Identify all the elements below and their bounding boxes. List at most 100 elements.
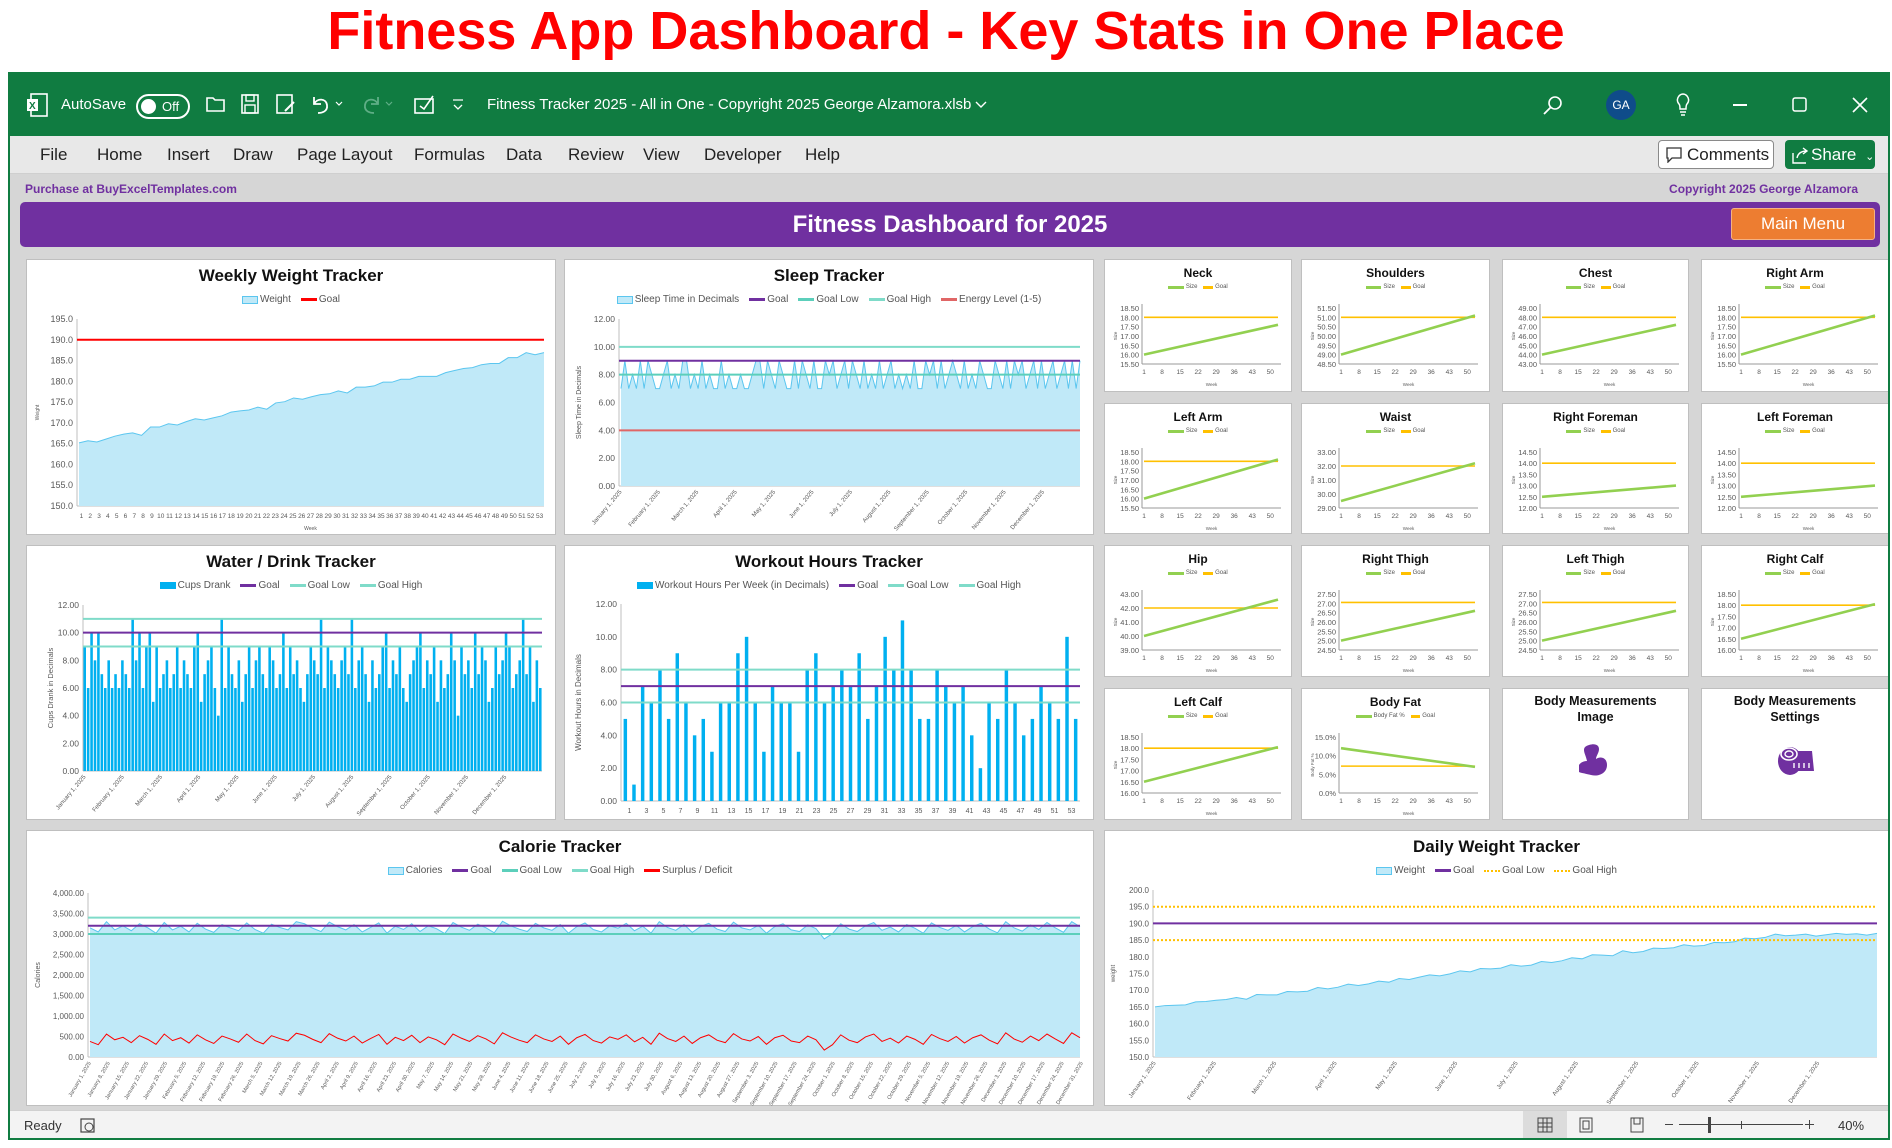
bar[interactable] — [701, 718, 706, 801]
bar[interactable] — [86, 688, 90, 771]
page-layout-icon[interactable] — [1578, 1117, 1594, 1133]
bar[interactable] — [504, 632, 508, 771]
bar[interactable] — [484, 660, 487, 771]
bar[interactable] — [446, 674, 450, 771]
bar[interactable] — [1030, 718, 1035, 801]
bar[interactable] — [944, 686, 948, 801]
bar[interactable] — [244, 674, 247, 771]
bar[interactable] — [285, 688, 289, 771]
bar[interactable] — [1021, 735, 1026, 801]
open-folder-icon[interactable] — [206, 95, 226, 113]
bar[interactable] — [408, 674, 412, 771]
bar[interactable] — [326, 646, 330, 772]
bar[interactable] — [145, 646, 148, 772]
bar[interactable] — [312, 660, 316, 771]
bar[interactable] — [254, 660, 258, 771]
close-icon[interactable] — [1852, 97, 1868, 113]
bar[interactable] — [473, 632, 477, 771]
bar[interactable] — [822, 702, 827, 802]
normal-view-button[interactable] — [1523, 1111, 1567, 1138]
bar[interactable] — [268, 646, 271, 772]
bar[interactable] — [918, 718, 922, 801]
bar[interactable] — [117, 688, 121, 771]
share-button[interactable]: Share ⌄ — [1785, 140, 1875, 169]
bar[interactable] — [83, 646, 86, 772]
bar[interactable] — [456, 715, 460, 771]
bar[interactable] — [237, 660, 241, 771]
bar[interactable] — [848, 686, 853, 801]
bar[interactable] — [892, 669, 896, 801]
bar[interactable] — [727, 702, 731, 802]
bar[interactable] — [623, 718, 628, 801]
bar[interactable] — [1073, 718, 1078, 801]
bar[interactable] — [172, 674, 176, 771]
bar[interactable] — [302, 701, 306, 771]
bar[interactable] — [961, 686, 965, 801]
bar[interactable] — [384, 632, 388, 771]
bar[interactable] — [978, 768, 983, 801]
bar[interactable] — [736, 653, 740, 801]
bar[interactable] — [1056, 718, 1061, 801]
bar[interactable] — [439, 660, 443, 771]
bar[interactable] — [93, 660, 97, 771]
bar[interactable] — [796, 751, 801, 801]
bar[interactable] — [388, 688, 391, 771]
bar[interactable] — [491, 688, 494, 771]
bar[interactable] — [470, 688, 474, 771]
share-chevron-icon[interactable]: ⌄ — [1865, 151, 1875, 163]
bar[interactable] — [467, 660, 470, 771]
bar[interactable] — [460, 646, 463, 772]
bar[interactable] — [419, 632, 422, 771]
bar[interactable] — [364, 674, 367, 771]
bar[interactable] — [866, 718, 870, 801]
bar[interactable] — [770, 686, 775, 801]
bar[interactable] — [155, 646, 158, 772]
bar[interactable] — [422, 688, 426, 771]
bar[interactable] — [206, 660, 210, 771]
bar[interactable] — [525, 674, 528, 771]
bar[interactable] — [316, 674, 319, 771]
bar[interactable] — [831, 686, 835, 801]
bar[interactable] — [292, 674, 295, 771]
bar[interactable] — [193, 646, 196, 772]
maximize-icon[interactable] — [1792, 97, 1808, 113]
bar[interactable] — [264, 688, 268, 771]
bar[interactable] — [909, 669, 913, 801]
bar[interactable] — [398, 646, 402, 772]
bar[interactable] — [952, 702, 957, 802]
bar[interactable] — [258, 646, 261, 772]
bar[interactable] — [535, 660, 539, 771]
bar[interactable] — [295, 660, 299, 771]
bar[interactable] — [675, 653, 680, 801]
bar[interactable] — [494, 646, 498, 772]
bar[interactable] — [151, 701, 155, 771]
bar[interactable] — [107, 660, 110, 771]
bar[interactable] — [415, 646, 419, 772]
body-measurements-image-button[interactable]: Body Measurements Image — [1502, 688, 1689, 820]
bar[interactable] — [213, 688, 217, 771]
bar[interactable] — [632, 784, 636, 801]
bar[interactable] — [501, 660, 504, 771]
bar[interactable] — [203, 674, 206, 771]
bar[interactable] — [744, 636, 749, 801]
comments-button[interactable]: Comments — [1658, 140, 1774, 169]
bar[interactable] — [282, 632, 285, 771]
tab-developer[interactable]: Developer — [704, 145, 782, 164]
bar[interactable] — [121, 660, 124, 771]
bar[interactable] — [162, 674, 165, 771]
bar[interactable] — [753, 702, 757, 802]
bar[interactable] — [234, 688, 237, 771]
bar[interactable] — [710, 751, 714, 801]
bar[interactable] — [970, 735, 974, 801]
bar[interactable] — [220, 618, 224, 771]
bar[interactable] — [378, 674, 381, 771]
bar[interactable] — [779, 702, 783, 802]
bar[interactable] — [762, 751, 766, 801]
accessibility-icon[interactable] — [80, 1118, 96, 1134]
bar[interactable] — [840, 669, 844, 801]
bar[interactable] — [463, 674, 467, 771]
bar[interactable] — [480, 646, 484, 772]
bar[interactable] — [230, 674, 234, 771]
bar[interactable] — [429, 674, 432, 771]
bar[interactable] — [223, 688, 227, 771]
